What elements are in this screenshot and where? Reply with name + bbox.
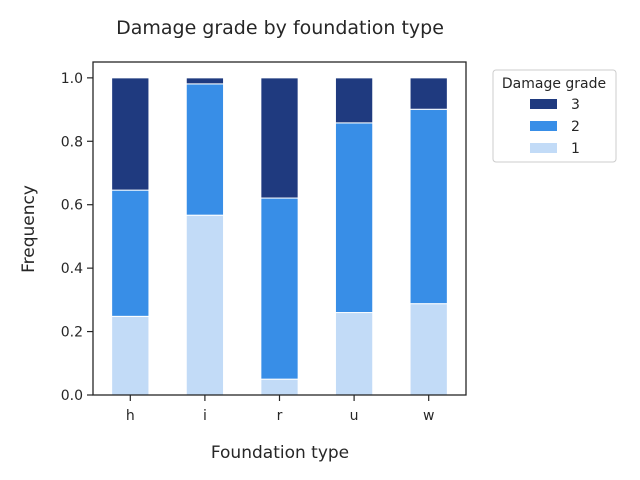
legend-title: Damage grade (502, 76, 606, 92)
bar-w-grade-1 (409, 303, 448, 396)
legend-swatch-2 (530, 121, 557, 131)
y-tick-label: 1.0 (61, 71, 83, 87)
x-tick-label-r: r (277, 408, 283, 424)
bar-w-grade-3 (409, 77, 448, 110)
bar-w-grade-2 (409, 108, 448, 305)
x-tick-label-u: u (350, 408, 359, 424)
y-tick-label: 0.2 (61, 325, 83, 341)
y-tick-label: 0.8 (61, 134, 83, 150)
y-tick-label: 0.6 (61, 198, 83, 214)
bar-u-grade-3 (334, 77, 374, 124)
chart-title: Damage grade by foundation type (116, 17, 444, 39)
legend-label-3: 3 (571, 97, 580, 113)
bar-h-grade-1 (111, 315, 150, 396)
bars-group (111, 77, 448, 396)
y-axis: 0.0 0.2 0.4 0.6 0.8 1.0 (61, 71, 93, 404)
x-axis-label: Foundation type (211, 443, 349, 463)
legend-label-2: 2 (571, 119, 580, 135)
legend-swatch-1 (530, 143, 557, 153)
bar-u-grade-2 (334, 122, 374, 314)
x-tick-label-i: i (203, 408, 207, 424)
legend: Damage grade 3 2 1 (492, 69, 617, 163)
bar-h-grade-2 (111, 189, 150, 317)
bar-i-grade-2 (185, 83, 225, 216)
bar-u-grade-1 (334, 312, 374, 396)
x-tick-label-h: h (126, 408, 135, 424)
y-axis-label: Frequency (19, 185, 39, 273)
bar-r-grade-3 (260, 77, 299, 199)
bar-i-grade-1 (185, 214, 225, 396)
bar-i-grade-3 (185, 77, 225, 85)
bar-r-grade-1 (260, 378, 299, 396)
bar-h-grade-3 (111, 77, 150, 191)
legend-swatch-3 (530, 99, 557, 109)
y-tick-label: 0.0 (61, 388, 83, 404)
bar-r-grade-2 (260, 197, 299, 380)
legend-label-1: 1 (571, 141, 580, 157)
y-tick-label: 0.4 (61, 261, 83, 277)
legend-frame (492, 69, 617, 163)
x-tick-label-w: w (423, 408, 434, 424)
legend-items: 3 2 1 (530, 97, 580, 157)
